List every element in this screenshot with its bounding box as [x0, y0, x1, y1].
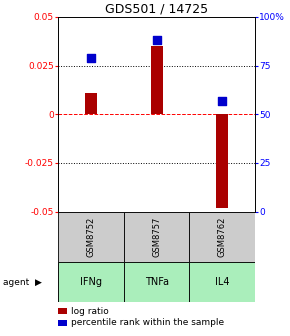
Bar — [216, 114, 228, 208]
Text: GSM8762: GSM8762 — [218, 217, 227, 257]
Bar — [85, 93, 97, 114]
Bar — [58, 212, 124, 262]
Text: log ratio: log ratio — [71, 307, 109, 316]
Text: percentile rank within the sample: percentile rank within the sample — [71, 319, 224, 327]
Text: GSM8757: GSM8757 — [152, 217, 161, 257]
Bar — [124, 262, 189, 302]
Text: IFNg: IFNg — [80, 277, 102, 287]
Point — [88, 55, 93, 60]
Text: agent  ▶: agent ▶ — [3, 278, 42, 287]
Title: GDS501 / 14725: GDS501 / 14725 — [105, 3, 208, 16]
Bar — [124, 212, 189, 262]
Bar — [189, 262, 255, 302]
Text: IL4: IL4 — [215, 277, 230, 287]
Text: GSM8752: GSM8752 — [86, 217, 95, 257]
Point — [220, 98, 225, 103]
Bar — [189, 212, 255, 262]
Point — [154, 38, 159, 43]
Bar — [151, 46, 162, 114]
Text: TNFa: TNFa — [145, 277, 168, 287]
Bar — [58, 262, 124, 302]
